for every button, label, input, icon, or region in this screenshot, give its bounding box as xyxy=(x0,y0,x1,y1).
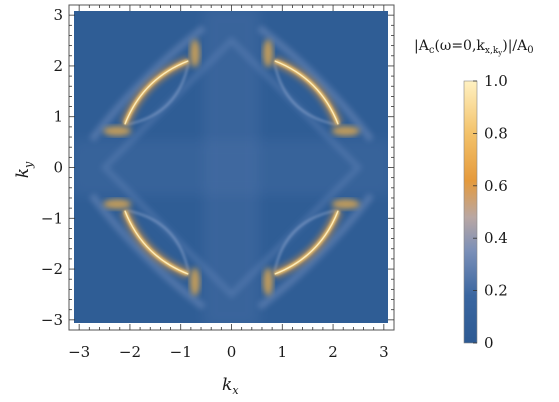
y-axis-ticks: −3 −2 −1 0 1 2 3 xyxy=(41,6,394,329)
colorbar-tick-label: 0.8 xyxy=(484,124,508,142)
y-axis-label: ky xyxy=(13,161,35,178)
colorbar-ticks: 0 0.2 0.4 0.6 0.8 1.0 xyxy=(473,72,508,352)
cb-title-part-1: c xyxy=(429,45,435,56)
x-tick-label: −1 xyxy=(170,343,192,361)
hot-spot xyxy=(189,267,200,296)
y-tick-label: 0 xyxy=(53,159,63,177)
colorbar-tick-label: 0.6 xyxy=(484,177,508,195)
quadrant-feature xyxy=(89,193,206,310)
y-axis-label-main: k xyxy=(13,168,33,178)
x-axis-label-main: k xyxy=(222,375,232,395)
quadrant-feature xyxy=(257,193,374,310)
hot-spot xyxy=(331,125,360,136)
x-tick-label: 1 xyxy=(278,343,288,361)
colorbar-tick-label: 0.4 xyxy=(484,229,508,247)
colorbar-title: |Ac(ω=0,kx,ky)|/A0 xyxy=(414,38,534,57)
y-tick-label: −2 xyxy=(41,260,63,278)
thin-ring-arc xyxy=(273,63,336,126)
cb-title-part-6: 0 xyxy=(527,45,533,56)
outer-wing-arc xyxy=(257,25,374,142)
heatmap xyxy=(74,11,388,323)
y-tick-label: −3 xyxy=(41,311,63,329)
hot-spot xyxy=(103,125,132,136)
hot-spot xyxy=(189,39,200,68)
x-axis-label: kx xyxy=(222,375,239,397)
x-tick-label: 2 xyxy=(328,343,338,361)
quadrant-feature xyxy=(89,25,206,142)
x-axis-ticks: −3 −2 −1 0 1 2 3 xyxy=(68,5,389,361)
spectral-features xyxy=(74,11,388,323)
colorbar-tick-label: 0 xyxy=(484,334,494,352)
outer-wing-arc xyxy=(257,193,374,310)
cb-title-part-4: y xyxy=(497,49,502,57)
main-arc-highlight xyxy=(274,60,339,125)
x-tick-label: 3 xyxy=(379,343,389,361)
hot-spot xyxy=(103,199,132,210)
cb-title-part-3: x,k xyxy=(485,46,499,56)
colorbar-gradient xyxy=(463,80,478,344)
thin-ring-arc xyxy=(127,209,190,272)
y-tick-label: 2 xyxy=(53,57,63,75)
x-axis-label-sub: x xyxy=(232,384,239,397)
colorbar-tick-label: 0.2 xyxy=(484,282,508,300)
y-tick-label: 1 xyxy=(53,108,63,126)
x-tick-label: 0 xyxy=(227,343,237,361)
cb-title-part-2: (ω=0,k xyxy=(434,38,485,54)
main-arc-highlight xyxy=(124,60,189,125)
y-axis-label-sub: y xyxy=(22,161,35,169)
outer-wing-arc xyxy=(89,25,206,142)
y-tick-label: −1 xyxy=(41,209,63,227)
svg-text:ky: ky xyxy=(13,161,35,178)
svg-text:kx: kx xyxy=(222,375,239,397)
thin-ring-arc xyxy=(127,63,190,126)
hot-spot xyxy=(263,39,274,68)
hot-spot xyxy=(263,267,274,296)
diamond-contour xyxy=(100,36,363,299)
main-arc-highlight xyxy=(124,210,189,275)
colorbar: 0 0.2 0.4 0.6 0.8 1.0 xyxy=(463,72,508,352)
hot-spot xyxy=(331,199,360,210)
cb-title-part-0: |A xyxy=(414,38,430,54)
outer-wing-arc xyxy=(89,193,206,310)
svg-text:|Ac(ω=0,kx,ky)|/A0: |Ac(ω=0,kx,ky)|/A0 xyxy=(414,38,534,57)
cb-title-part-5: )|/A xyxy=(502,38,528,54)
main-arc-highlight xyxy=(274,210,339,275)
y-tick-label: 3 xyxy=(53,6,63,24)
x-tick-label: −2 xyxy=(119,343,141,361)
quadrant-feature xyxy=(257,25,374,142)
x-tick-label: −3 xyxy=(68,343,90,361)
thin-ring-arc xyxy=(273,209,336,272)
colorbar-tick-label: 1.0 xyxy=(484,72,508,90)
